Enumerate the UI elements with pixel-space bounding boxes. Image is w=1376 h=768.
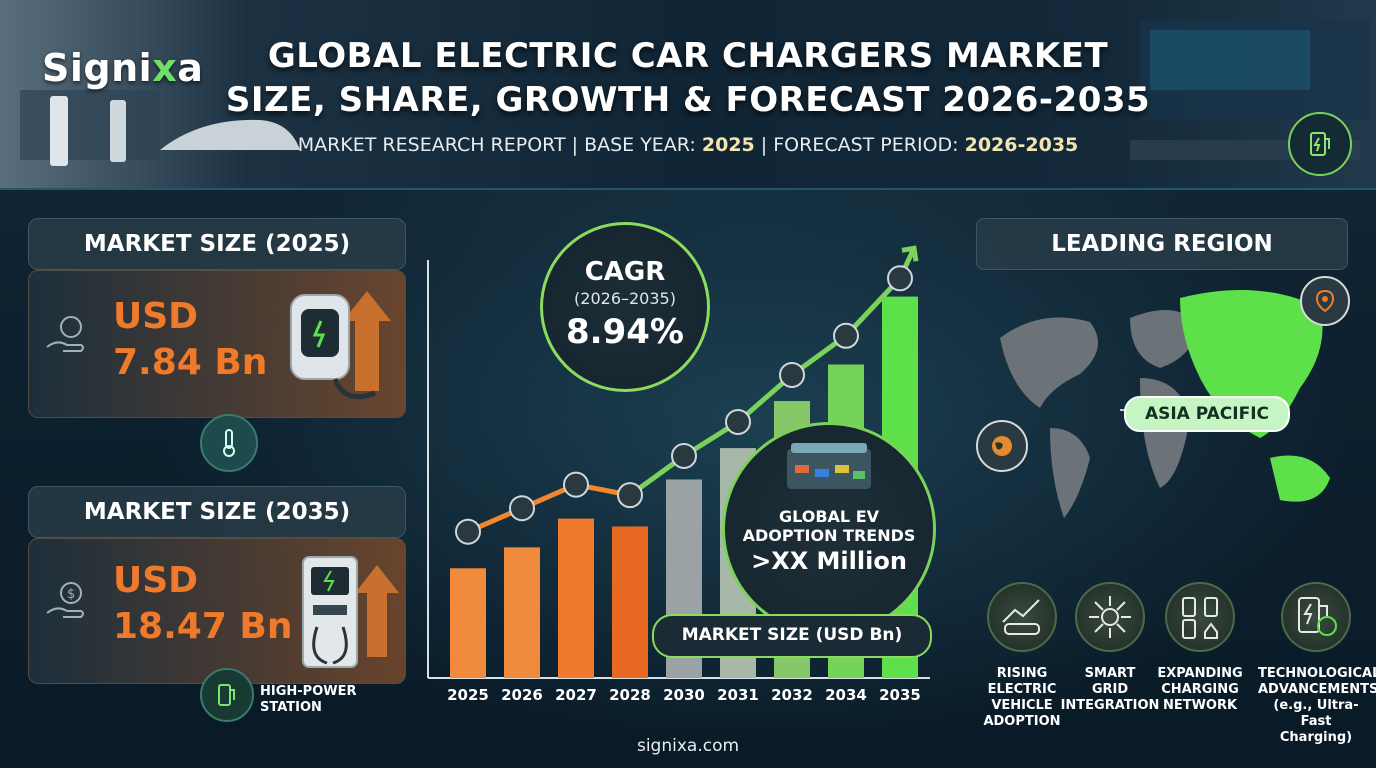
hand-dollar-icon: $ bbox=[39, 571, 99, 631]
wall-charger-icon bbox=[290, 291, 391, 400]
charging-station-icon bbox=[302, 556, 399, 668]
market-2025-currency: USD bbox=[113, 296, 199, 337]
market-size-2025-heading: MARKET SIZE (2025) bbox=[28, 218, 406, 270]
trend-point-2025 bbox=[455, 518, 481, 545]
hand-coin-icon bbox=[39, 305, 99, 365]
market-size-2035-panel: $ USD 18.47 Bn bbox=[28, 538, 406, 684]
page-title: GLOBAL ELECTRIC CAR CHARGERS MARKET SIZE… bbox=[225, 36, 1151, 120]
smart-grid-icon bbox=[1075, 582, 1145, 652]
charging-network-icon bbox=[1165, 582, 1235, 652]
cagr-value: 8.94% bbox=[566, 312, 684, 352]
globe-icon bbox=[976, 420, 1028, 472]
trend-segment-7 bbox=[843, 275, 903, 339]
cagr-period: (2026–2035) bbox=[574, 289, 676, 308]
trend-point-2027 bbox=[563, 471, 589, 498]
trend-point-2028 bbox=[617, 482, 643, 509]
x-tick-2034: 2034 bbox=[825, 686, 867, 700]
trend-point-2034 bbox=[833, 322, 859, 349]
thermometer-icon bbox=[200, 414, 258, 472]
x-tick-2027: 2027 bbox=[555, 686, 597, 700]
x-tick-2032: 2032 bbox=[771, 686, 813, 700]
cagr-label: CAGR bbox=[584, 257, 666, 287]
market-2025-value: 7.84 Bn bbox=[113, 342, 268, 383]
high-power-station-label: HIGH-POWER STATION bbox=[260, 684, 357, 715]
ev-adoption-line1: GLOBAL EV bbox=[778, 507, 879, 526]
x-tick-2026: 2026 bbox=[501, 686, 543, 700]
chart-axis-title: MARKET SIZE (USD Bn) bbox=[652, 614, 932, 658]
market-2035-value: 18.47 Bn bbox=[113, 606, 293, 647]
driver-charging-network: EXPANDING CHARGING NETWORK bbox=[1150, 582, 1250, 714]
driver-rising-ev-adoption: RISING ELECTRIC VEHICLE ADOPTION bbox=[972, 582, 1072, 730]
trend-point-2030 bbox=[671, 442, 697, 469]
station-pump-icon bbox=[200, 668, 254, 722]
car-growth-icon bbox=[987, 582, 1057, 652]
trend-point-2026 bbox=[509, 495, 535, 522]
bar-2026 bbox=[504, 547, 540, 678]
bar-2028 bbox=[612, 526, 648, 678]
site-url[interactable]: signixa.com bbox=[636, 736, 740, 756]
market-2035-currency: USD bbox=[113, 560, 199, 601]
report-subtitle: MARKET RESEARCH REPORT | BASE YEAR: 2025… bbox=[297, 134, 1079, 156]
location-pin-icon bbox=[1300, 276, 1350, 326]
cagr-badge: CAGR (2026–2035) 8.94% bbox=[540, 222, 710, 392]
svg-text:$: $ bbox=[67, 587, 75, 602]
ev-adoption-value: >XX Million bbox=[751, 547, 907, 575]
charging-hub-icon bbox=[787, 443, 871, 489]
trend-point-2032 bbox=[779, 361, 805, 388]
x-tick-2030: 2030 bbox=[663, 686, 705, 700]
x-tick-2025: 2025 bbox=[447, 686, 489, 700]
ev-adoption-badge: GLOBAL EV ADOPTION TRENDS >XX Million bbox=[722, 422, 936, 636]
driver-technological-advancements: TECHNOLOGICAL ADVANCEMENTS (e.g., Ultra-Fa… bbox=[1258, 582, 1376, 746]
trend-point-2035 bbox=[887, 265, 913, 292]
header-banner: Signixa GLOBAL ELECTRIC CAR CHARGERS MAR… bbox=[0, 0, 1376, 190]
ultra-fast-charging-icon bbox=[1281, 582, 1351, 652]
brand-logo[interactable]: Signixa bbox=[42, 46, 204, 90]
x-tick-2028: 2028 bbox=[609, 686, 651, 700]
ev-charger-badge-icon bbox=[1288, 112, 1352, 176]
x-tick-2031: 2031 bbox=[717, 686, 759, 700]
market-size-2035-heading: MARKET SIZE (2035) bbox=[28, 486, 406, 538]
leading-region-heading: LEADING REGION bbox=[976, 218, 1348, 270]
leading-region-name: ASIA PACIFIC bbox=[1124, 396, 1290, 432]
x-tick-2035: 2035 bbox=[879, 686, 921, 700]
driver-smart-grid: SMART GRID INTEGRATION bbox=[1060, 582, 1160, 714]
bar-2027 bbox=[558, 518, 594, 678]
ev-adoption-line2: ADOPTION TRENDS bbox=[742, 526, 916, 545]
bar-2025 bbox=[450, 568, 486, 678]
market-size-2025-panel: USD 7.84 Bn bbox=[28, 270, 406, 418]
